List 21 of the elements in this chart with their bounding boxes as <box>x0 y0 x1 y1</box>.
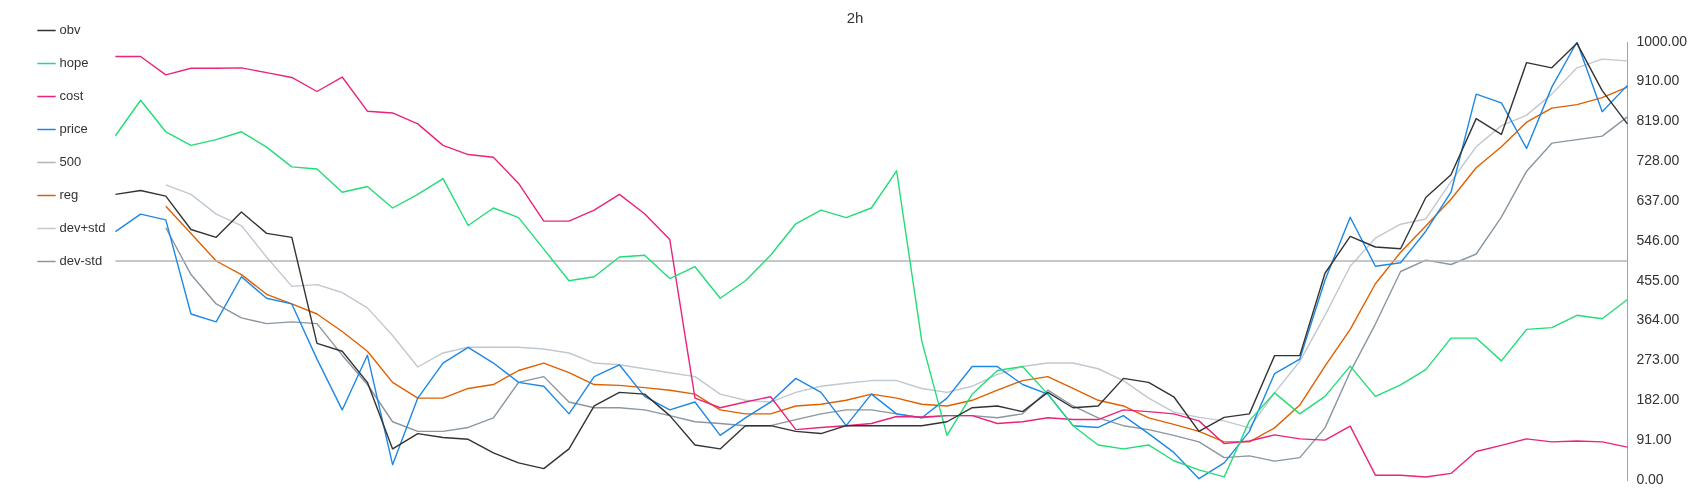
y-tick-label: 819.00 <box>1636 112 1680 129</box>
y-tick-label: 910.00 <box>1636 72 1680 89</box>
y-tick-label: 637.00 <box>1636 191 1680 208</box>
legend-label: reg <box>59 187 79 203</box>
y-tick-label: 455.00 <box>1636 271 1680 288</box>
y-tick-label: 182.00 <box>1636 391 1680 408</box>
y-tick-label: 0.00 <box>1636 470 1664 487</box>
y-tick-label: 546.00 <box>1636 231 1680 248</box>
legend-label: 500 <box>59 154 82 170</box>
legend-label: dev-std <box>59 253 103 269</box>
y-tick-label: 1000.00 <box>1636 32 1688 49</box>
legend-label: price <box>59 121 88 137</box>
legend-label: hope <box>59 55 89 71</box>
legend-label: cost <box>59 88 84 104</box>
y-tick-label: 728.00 <box>1636 152 1680 168</box>
legend-label: obv <box>59 22 81 38</box>
y-tick-label: 364.00 <box>1636 311 1680 328</box>
y-tick-label: 91.00 <box>1636 431 1672 447</box>
legend-label: dev+std <box>59 220 106 236</box>
chart-title: 2h <box>846 9 864 27</box>
y-tick-label: 273.00 <box>1636 351 1680 368</box>
